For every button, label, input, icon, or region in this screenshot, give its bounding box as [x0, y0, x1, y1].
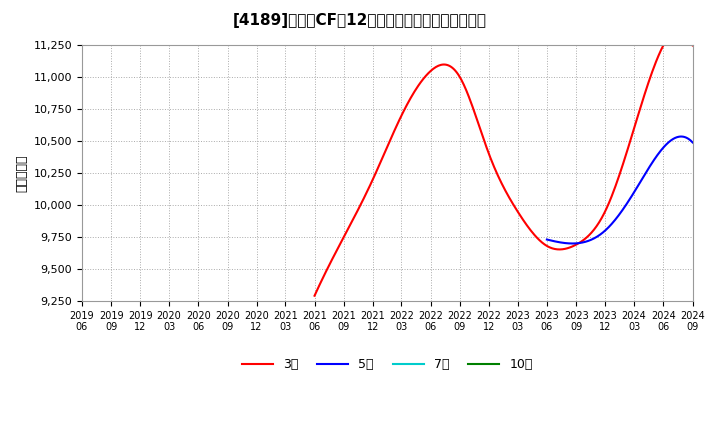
Legend: 3年, 5年, 7年, 10年: 3年, 5年, 7年, 10年 [237, 353, 538, 376]
Text: [4189]　営業CFの12か月移動合計の平均値の推移: [4189] 営業CFの12か月移動合計の平均値の推移 [233, 13, 487, 28]
Y-axis label: （百万円）: （百万円） [15, 154, 28, 192]
